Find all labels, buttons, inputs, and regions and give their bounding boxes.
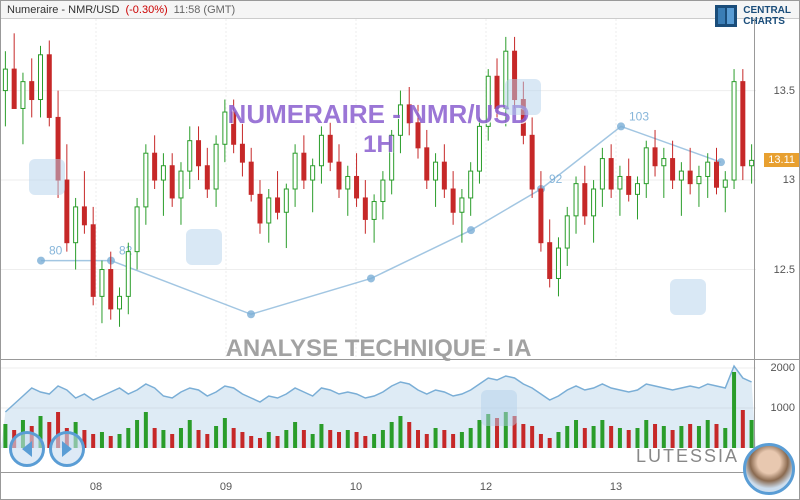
brand-watermark: LUTESSIA [636,446,739,467]
chart-timeframe: 1H [363,131,394,159]
doc-icon[interactable] [481,390,517,426]
price-y-axis: 12.51313.513.11 [754,19,799,359]
indicator-icon[interactable] [29,159,65,195]
chart-container: Numeraire - NMR/USD (-0.30%) 11:58 (GMT)… [0,0,800,500]
price-chart[interactable]: 808292103 NUMERAIRE - NMR/USD 1H ANALYSE… [1,19,756,359]
svg-text:92: 92 [549,172,563,186]
instrument-name: Numeraire - NMR/USD [7,4,119,16]
arrow-icon[interactable] [186,229,222,265]
nav-forward-button[interactable] [49,431,85,467]
svg-text:80: 80 [49,244,63,258]
chart-type-icon[interactable] [670,279,706,315]
current-price-tag: 13.11 [764,153,799,167]
chart-header: Numeraire - NMR/USD (-0.30%) 11:58 (GMT) [1,1,799,19]
assistant-avatar[interactable] [743,443,795,495]
refresh-icon[interactable] [505,79,541,115]
timestamp: 11:58 (GMT) [174,4,236,16]
change-percent: (-0.30%) [125,4,167,16]
time-x-axis: 0809101213 [1,472,756,499]
chart-title: NUMERAIRE - NMR/USD [228,99,530,130]
svg-text:103: 103 [629,109,649,123]
nav-back-button[interactable] [9,431,45,467]
